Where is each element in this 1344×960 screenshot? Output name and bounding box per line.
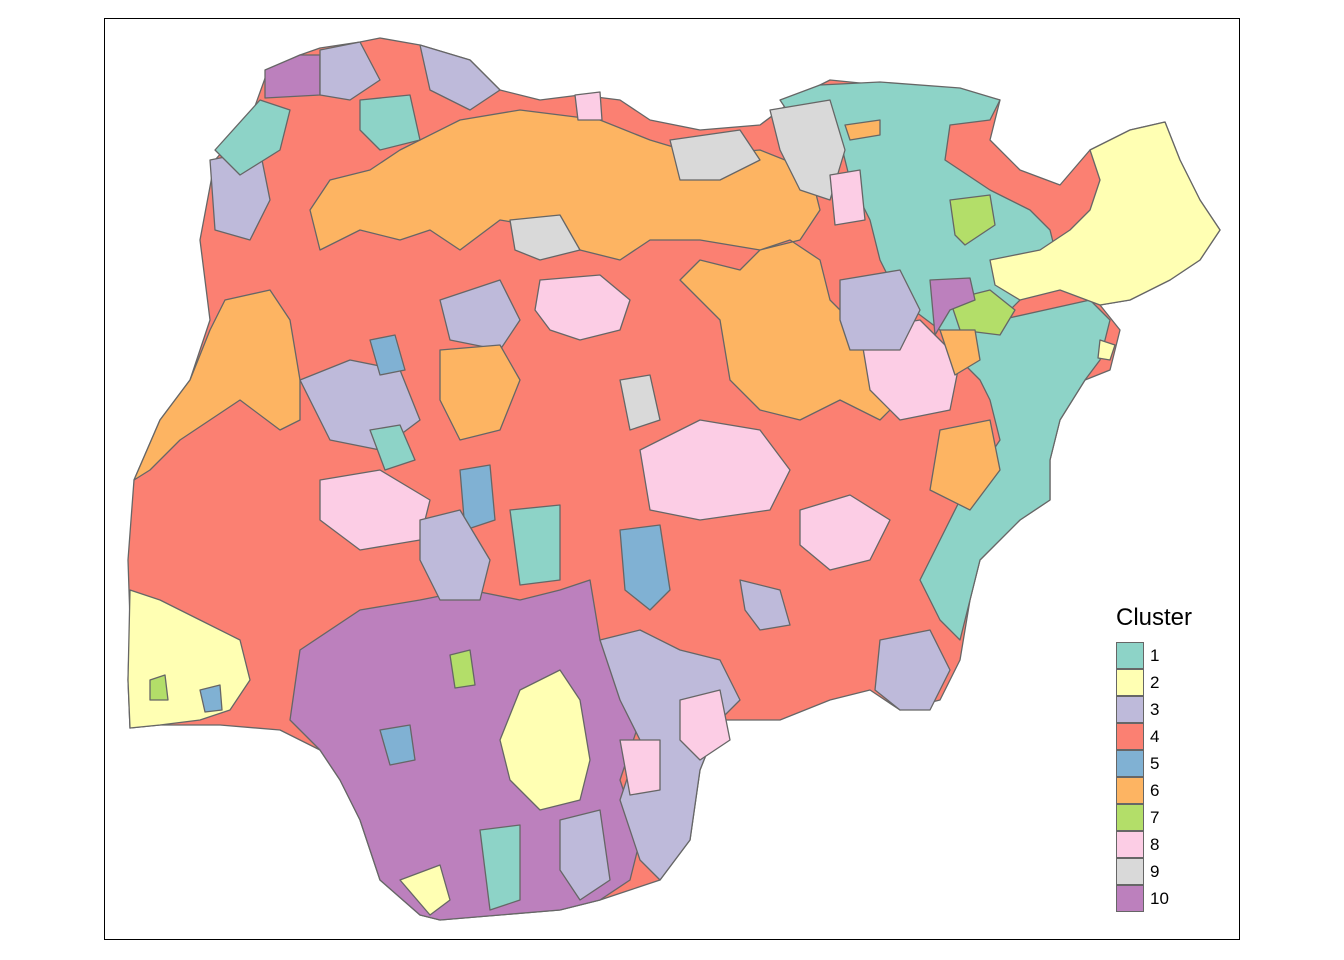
region-small-40 <box>149 674 169 701</box>
legend-swatch <box>1116 804 1144 831</box>
legend-swatch <box>1116 750 1144 777</box>
region-small-28 <box>929 277 976 336</box>
region-small-15 <box>459 464 496 531</box>
legend-swatch <box>1116 669 1144 696</box>
legend-item: 9 <box>1116 858 1226 885</box>
legend-swatch <box>1116 642 1144 669</box>
region-small-41 <box>199 684 223 713</box>
legend-item: 10 <box>1116 885 1226 912</box>
region-small-9 <box>839 269 921 351</box>
legend-label: 9 <box>1150 861 1160 881</box>
legend-item: 3 <box>1116 696 1226 723</box>
legend-label: 6 <box>1150 780 1160 800</box>
legend-label: 2 <box>1150 672 1160 692</box>
region-small-25 <box>1097 339 1116 361</box>
region-small-39 <box>449 649 476 689</box>
region-small-18 <box>419 509 491 601</box>
legend-swatch <box>1116 723 1144 750</box>
region-small-42 <box>369 334 406 376</box>
region-small-23 <box>419 44 501 111</box>
region-small-4 <box>439 344 521 441</box>
legend-swatch <box>1116 696 1144 723</box>
region-small-17 <box>369 424 416 471</box>
region-small-7 <box>799 494 891 571</box>
legend-swatch <box>1116 831 1144 858</box>
legend-label: 3 <box>1150 699 1160 719</box>
region-small-26 <box>949 194 996 246</box>
region-small-12 <box>509 214 581 261</box>
region-small-10 <box>769 99 846 201</box>
region-small-38 <box>379 724 416 766</box>
region-small-29 <box>929 419 1001 511</box>
region-small-13 <box>619 374 661 431</box>
legend-label: 7 <box>1150 807 1160 827</box>
legend-label: 1 <box>1150 645 1160 665</box>
region-delta <box>499 669 591 811</box>
legend-swatch <box>1116 777 1144 804</box>
legend-label: 8 <box>1150 834 1160 854</box>
region-small-24 <box>359 94 421 151</box>
legend-label: 5 <box>1150 753 1160 773</box>
region-south <box>289 579 641 921</box>
region-small-44 <box>844 119 881 141</box>
region-far-northeast <box>989 121 1221 306</box>
legend-item: 5 <box>1116 750 1226 777</box>
region-small-2 <box>439 279 521 351</box>
legend-item: 7 <box>1116 804 1226 831</box>
region-small-36 <box>479 824 521 911</box>
region-small-31 <box>739 579 791 631</box>
region-small-30 <box>939 329 981 376</box>
legend-swatch <box>1116 858 1144 885</box>
region-small-14 <box>619 524 671 611</box>
region-small-35 <box>399 864 451 916</box>
map-legend: Cluster 1 2 3 4 5 6 7 8 9 10 <box>1116 604 1226 912</box>
region-small-43 <box>574 91 603 121</box>
legend-item: 1 <box>1116 642 1226 669</box>
legend-item: 2 <box>1116 669 1226 696</box>
legend-label: 10 <box>1150 888 1169 908</box>
region-small-37 <box>559 809 611 901</box>
legend-item: 4 <box>1116 723 1226 750</box>
region-small-16 <box>509 504 561 586</box>
region-northeast <box>779 81 1111 641</box>
region-small-33 <box>679 689 731 761</box>
region-small-6 <box>639 419 791 521</box>
region-small-1 <box>534 274 631 341</box>
legend-swatch <box>1116 885 1144 912</box>
region-small-45 <box>829 169 866 226</box>
legend-item: 8 <box>1116 831 1226 858</box>
region-small-32 <box>874 629 951 711</box>
region-small-22 <box>319 41 381 101</box>
legend-item: 6 <box>1116 777 1226 804</box>
region-small-20 <box>214 99 291 176</box>
legend-title: Cluster <box>1116 604 1193 631</box>
region-west <box>133 289 301 481</box>
legend-label: 4 <box>1150 726 1160 746</box>
region-small-34 <box>619 739 661 796</box>
region-small-21 <box>264 54 321 99</box>
region-small-11 <box>669 129 761 181</box>
